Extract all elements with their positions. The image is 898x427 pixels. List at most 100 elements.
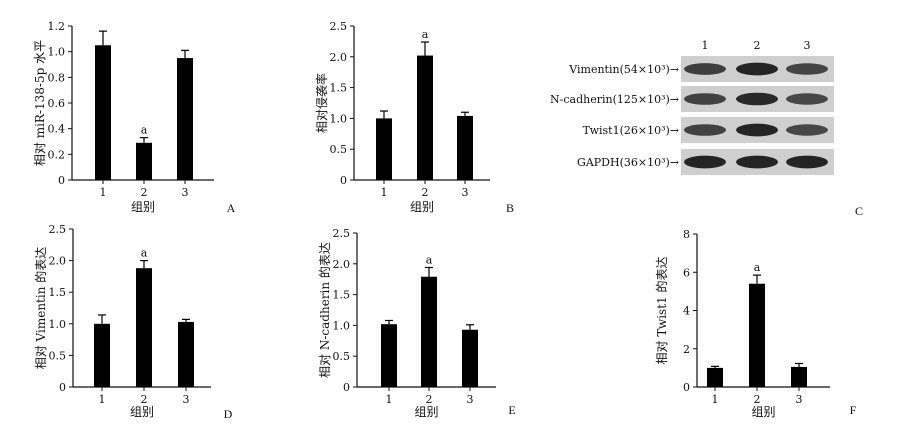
y-tick-label: 1.0 [49, 318, 67, 331]
y-tick-label: 4 [683, 305, 690, 318]
bar [136, 268, 152, 387]
bar [707, 367, 723, 387]
bar-chart-A: 0 0.2 0.4 0.6 0.8 1.0 1.2 1 2 a 3 组别 相对 miR-138-5p 水… [33, 20, 236, 215]
x-axis-label: 组别 [414, 405, 438, 419]
y-tick-label: 0.4 [48, 123, 66, 136]
y-tick-label: 2.0 [330, 51, 348, 64]
western-blot-panel: 1 2 3 Vimentin(54×10³)→ N-cadherin(125×10³)→… [550, 39, 863, 218]
y-axis-label: 相对 miR-138-5p 水平 [33, 40, 47, 166]
x-axis-label: 组别 [131, 200, 155, 214]
x-tick-label: 1 [712, 393, 719, 406]
lane-label: 2 [754, 39, 761, 52]
y-tick-label: 0.5 [49, 349, 67, 362]
bar [417, 55, 433, 180]
y-axis-label: 相对 Twist1 的表达 [654, 257, 669, 365]
bar [421, 276, 437, 387]
y-tick-label: 1.2 [48, 20, 66, 33]
y-tick-label: 0.2 [48, 148, 66, 161]
panel-letter: F [850, 403, 857, 417]
x-axis-label: 组别 [130, 405, 154, 419]
blot-row-label: Twist1(26×10³)→ [583, 124, 679, 137]
x-tick-label: 3 [467, 393, 474, 406]
y-tick-label: 0.5 [330, 143, 348, 156]
x-tick-label: 3 [462, 186, 469, 199]
y-tick-label: 1.0 [48, 46, 66, 59]
bar [462, 329, 478, 387]
blot-row-label: Vimentin(54×10³)→ [568, 63, 679, 76]
blot-band [684, 124, 726, 136]
blot-row-label: N-cadherin(125×10³)→ [550, 93, 679, 106]
panel-letter: E [508, 403, 515, 417]
significance-label: a [426, 253, 433, 266]
bar [178, 321, 194, 387]
x-tick-label: 1 [100, 186, 107, 199]
y-axis-label: 相对 Vimentin 的表达 [33, 247, 48, 370]
bar [791, 366, 807, 387]
significance-label: a [141, 124, 148, 137]
x-tick-label: 2 [426, 393, 433, 406]
y-tick-label: 1.0 [333, 319, 351, 332]
blot-band [736, 62, 778, 76]
panel-letter: B [506, 201, 514, 215]
blot-band [736, 92, 778, 106]
x-tick-label: 3 [183, 393, 190, 406]
significance-label: a [141, 247, 148, 260]
y-tick-label: 1.5 [49, 286, 67, 299]
lane-label: 3 [804, 39, 811, 52]
panel-letter: D [224, 407, 233, 421]
y-tick-label: 0.5 [333, 350, 351, 363]
significance-label: a [754, 261, 761, 274]
y-tick-label: 2.0 [333, 258, 351, 271]
y-tick-label: 1.0 [330, 112, 348, 125]
y-tick-label: 1.5 [330, 82, 348, 95]
y-tick-label: 0 [340, 174, 347, 187]
bar [381, 324, 397, 387]
x-tick-label: 2 [754, 393, 761, 406]
blot-band [786, 155, 828, 169]
x-tick-label: 1 [381, 186, 388, 199]
y-tick-label: 1.5 [333, 289, 351, 302]
bar-chart-E: 0 0.5 1.0 1.5 2.0 2.5 1 2 a 3 组别 相对 N-cadherin 的表达 E [317, 227, 516, 419]
y-tick-label: 0 [343, 381, 350, 394]
bar [376, 118, 392, 180]
y-tick-label: 0 [59, 381, 66, 394]
bar [95, 45, 111, 180]
y-axis-label: 相对侵袭率 [314, 73, 329, 133]
y-tick-label: 2.5 [333, 227, 351, 240]
bar [749, 283, 765, 387]
x-tick-label: 2 [422, 186, 429, 199]
blot-band [786, 93, 828, 105]
blot-band [736, 123, 778, 137]
lane-label: 1 [702, 39, 709, 52]
bar [136, 142, 152, 180]
bar [94, 323, 110, 387]
x-tick-label: 1 [99, 393, 106, 406]
y-tick-label: 2.5 [49, 223, 67, 236]
blot-band [684, 93, 726, 105]
bar-chart-B: 0 0.5 1.0 1.5 2.0 2.5 1 2 a 3 组别 相对侵袭率 B [314, 20, 514, 215]
blot-band [736, 155, 778, 169]
blot-band [786, 63, 828, 75]
x-axis-label: 组别 [410, 200, 434, 214]
x-tick-label: 3 [182, 186, 189, 199]
bar [457, 115, 473, 180]
bar [177, 58, 193, 181]
blot-band [684, 155, 726, 169]
y-tick-label: 0.6 [48, 97, 66, 110]
significance-label: a [422, 28, 429, 41]
y-tick-label: 0.8 [48, 71, 66, 84]
y-tick-label: 0 [58, 174, 65, 187]
panel-letter: C [855, 204, 863, 218]
blot-band [684, 63, 726, 75]
bar-chart-F: 0 2 4 6 8 1 2 a 3 组别 相对 Twist1 的表达 F [654, 228, 857, 419]
x-tick-label: 2 [141, 393, 148, 406]
y-tick-label: 2.5 [330, 20, 348, 33]
x-tick-label: 1 [386, 393, 393, 406]
y-tick-label: 0 [683, 381, 690, 394]
blot-row-label: GAPDH(36×10³)→ [577, 156, 679, 169]
y-tick-label: 2.0 [49, 255, 67, 268]
y-tick-label: 6 [683, 266, 690, 279]
y-tick-label: 8 [683, 228, 690, 241]
y-axis-label: 相对 N-cadherin 的表达 [317, 242, 332, 378]
